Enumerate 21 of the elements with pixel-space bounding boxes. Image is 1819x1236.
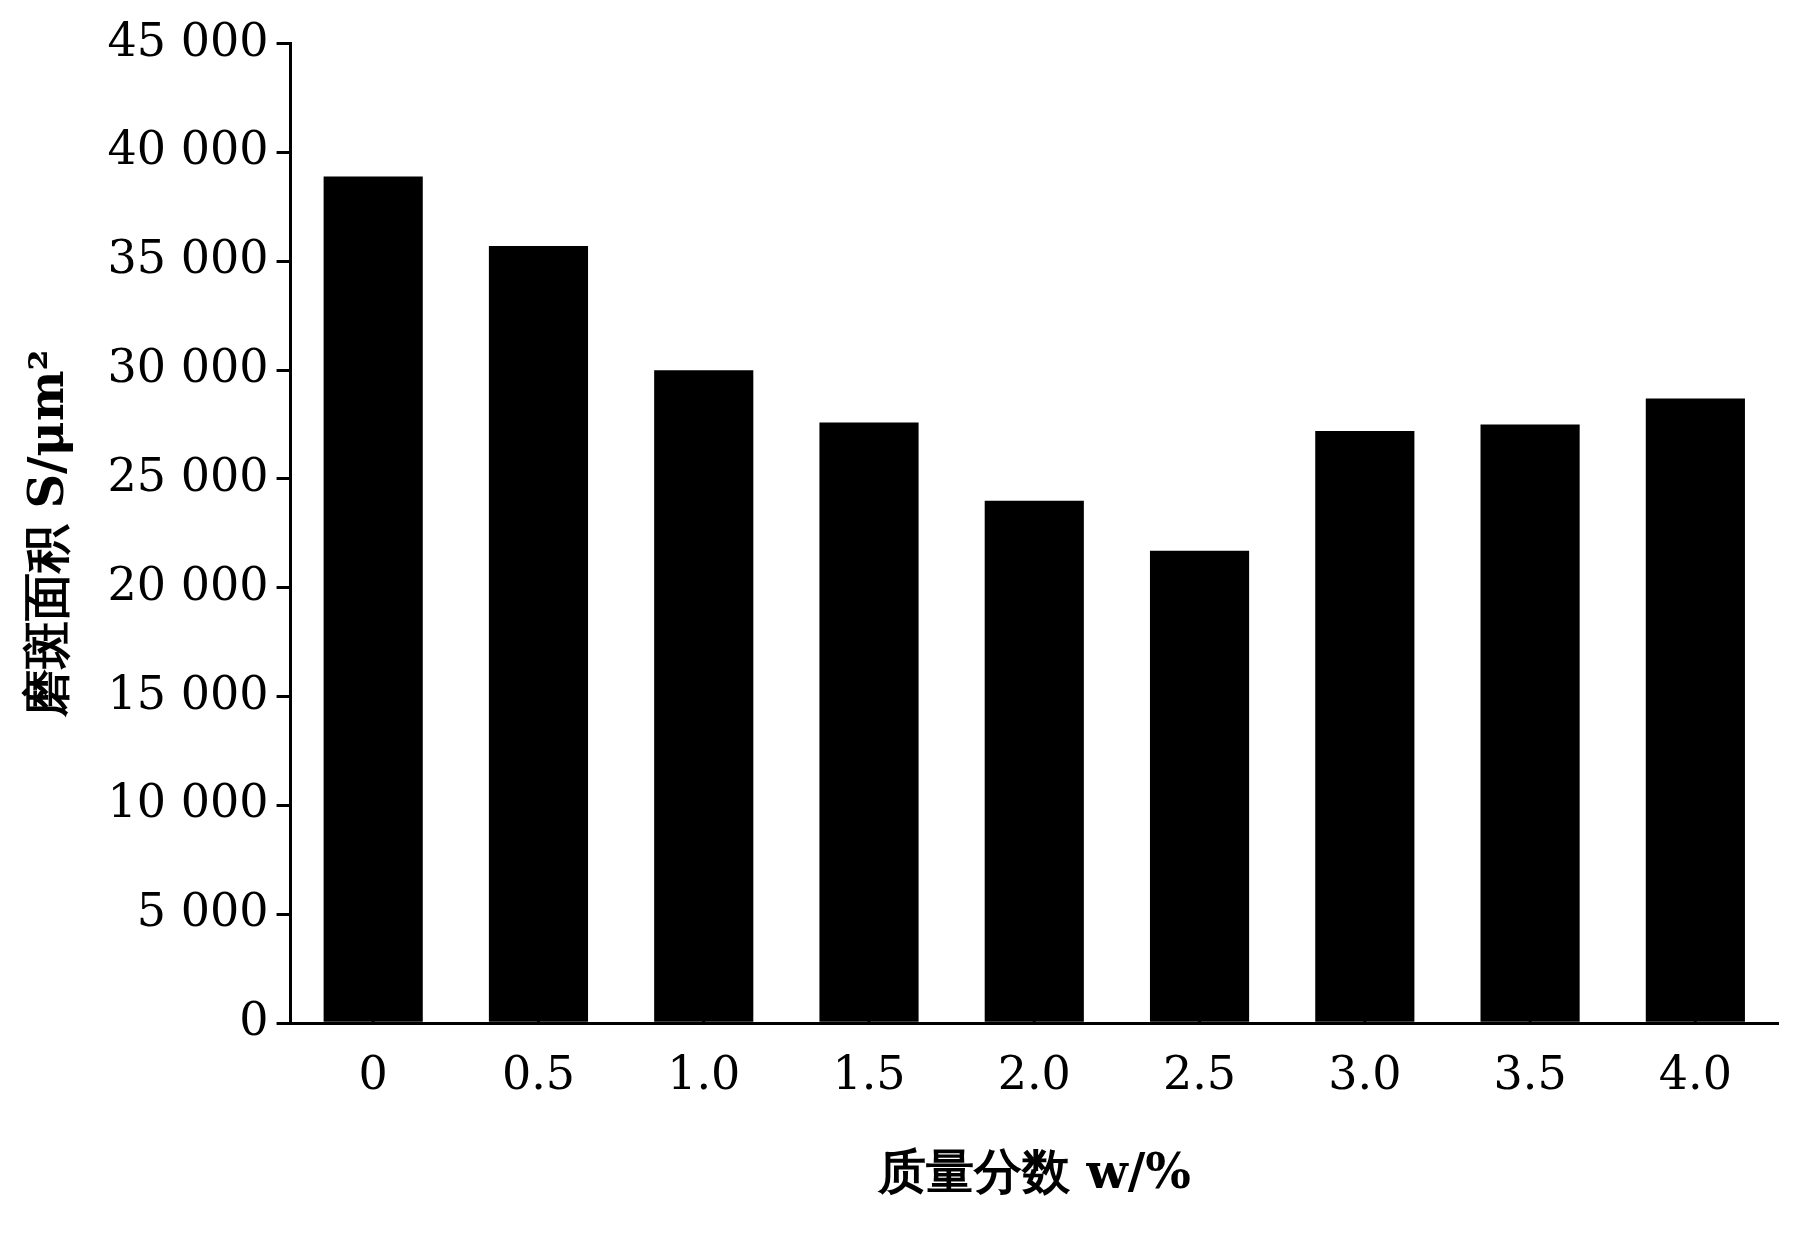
x-tick-label: 0.5 <box>501 1045 576 1100</box>
x-axis-title: 质量分数 w/% <box>876 1142 1191 1199</box>
x-tick-label: 3.5 <box>1493 1045 1567 1100</box>
y-tick-label: 25 000 <box>107 447 269 502</box>
y-tick-label: 40 000 <box>107 121 269 176</box>
x-tick-label: 1.5 <box>832 1045 906 1100</box>
y-tick-label: 45 000 <box>107 12 269 67</box>
x-tick-label: 0 <box>358 1045 388 1100</box>
y-tick-label: 35 000 <box>107 230 269 285</box>
x-tick-label: 3.0 <box>1328 1045 1402 1100</box>
x-tick-label: 2.0 <box>997 1045 1071 1100</box>
x-tick-label: 1.0 <box>667 1045 741 1100</box>
y-tick-label: 30 000 <box>107 339 269 394</box>
x-tick-label: 2.5 <box>1162 1045 1237 1100</box>
y-tick-label: 5 000 <box>136 883 269 938</box>
y-tick-label: 20 000 <box>107 556 269 611</box>
y-tick-label: 10 000 <box>107 774 269 829</box>
y-axis-title: 磨斑面积 S/μm² <box>18 349 75 719</box>
y-tick-label: 15 000 <box>107 665 269 720</box>
y-tick-label: 0 <box>239 992 269 1047</box>
x-tick-label: 4.0 <box>1658 1045 1732 1100</box>
